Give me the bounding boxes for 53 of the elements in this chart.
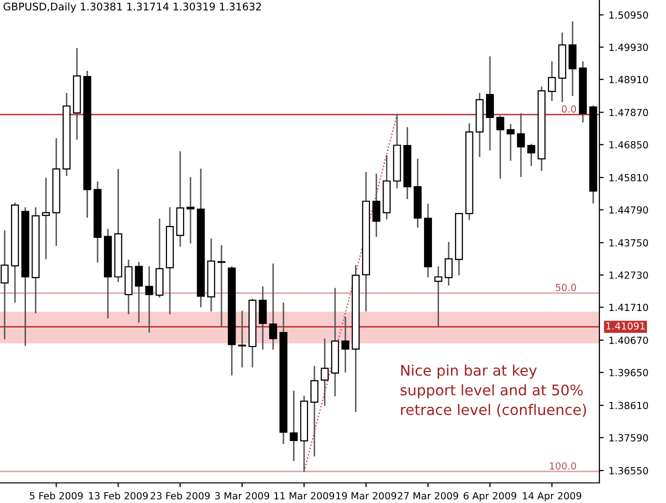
candlestick (320, 338, 329, 406)
candlestick (269, 264, 278, 350)
y-tick-label: 1.48910 (609, 76, 648, 84)
candlestick (372, 174, 380, 237)
x-tick-label: 23 Feb 2009 (150, 492, 210, 500)
candlestick (134, 262, 143, 323)
x-tick-label: 3 Mar 2009 (215, 492, 270, 500)
candlestick (310, 366, 318, 456)
y-tick-label: 1.47870 (609, 108, 648, 116)
chart-title: GBPUSD,Daily 1.30381 1.31714 1.30319 1.31632 (4, 2, 261, 12)
annotation: 0.0 (562, 105, 576, 113)
x-tick-label: 11 Mar 2009 (274, 492, 334, 500)
candlestick (548, 61, 556, 102)
y-tick-label: 1.38610 (609, 402, 648, 410)
x-tick-label: 13 Feb 2009 (89, 492, 148, 500)
candlestick (506, 124, 515, 161)
candlestick (218, 245, 226, 327)
x-tick-label: 6 Apr 2009 (464, 492, 516, 502)
y-tick-label: 1.37590 (609, 434, 648, 442)
candlestick (568, 21, 577, 96)
annotation: 50.0 (556, 284, 576, 292)
y-tick-label: 1.44790 (609, 206, 648, 214)
y-tick-label: 1.43750 (609, 239, 648, 247)
x-tick-label: 5 Feb 2009 (30, 492, 83, 500)
y-tick-label: 1.46850 (609, 141, 648, 148)
x-tick-label: 14 Apr 2009 (522, 492, 582, 502)
candlestick (42, 178, 50, 260)
y-tick-label: 1.40670 (609, 336, 648, 344)
x-tick-label: 19 Mar 2009 (336, 492, 396, 500)
annotation: 100.0 (550, 462, 576, 470)
x-tick-label: 27 Mar 2009 (398, 492, 458, 500)
ref-line-label: 1.41091 (606, 322, 645, 330)
y-tick-label: 1.50950 (609, 11, 648, 19)
y-tick-label: 1.49930 (609, 44, 648, 51)
candlestick (238, 310, 246, 368)
candlestick (444, 242, 453, 286)
candlestick (516, 113, 525, 177)
candlestick (0, 230, 9, 340)
candlestick (486, 56, 494, 150)
y-tick-label: 1.45810 (609, 174, 648, 182)
y-tick-label: 1.42730 (609, 271, 648, 279)
candlestick (145, 266, 154, 333)
y-tick-label: 1.41710 (609, 304, 648, 312)
candlestick (186, 177, 194, 244)
y-tick-label: 1.39650 (609, 368, 648, 376)
candlestick (290, 390, 298, 462)
candlestick (496, 116, 504, 179)
y-tick-label: 1.36550 (609, 467, 648, 474)
candlestick (341, 316, 350, 373)
candlestick (527, 144, 536, 166)
annotation: Nice pin bar at key support level and at 50% retrace level (confluence) (400, 364, 586, 417)
candlestick (434, 266, 442, 327)
candlestick (258, 286, 267, 350)
